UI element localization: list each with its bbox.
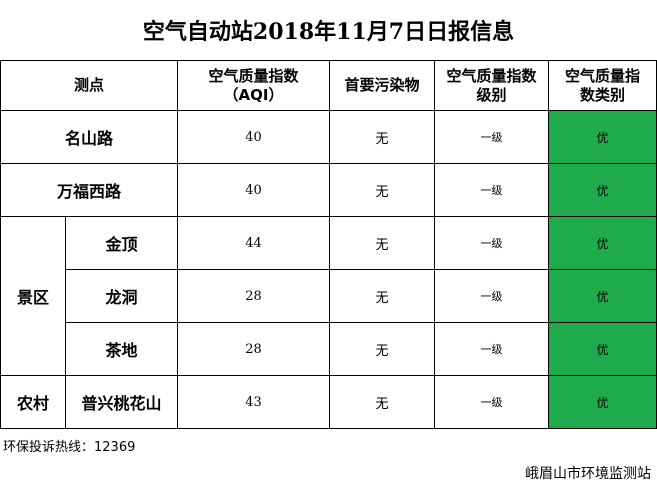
table-row: 万福西路 40 无 一级 优 — [0, 163, 657, 217]
point-name: 茶地 — [64, 322, 179, 376]
header-level-line2: 级别 — [476, 85, 507, 104]
aqi-category: 优 — [548, 322, 657, 376]
group-scenic: 景区 — [0, 216, 66, 376]
aqi-category: 优 — [548, 375, 657, 429]
header-level-line1: 空气质量指数 — [446, 66, 537, 85]
aqi-level: 一级 — [434, 375, 550, 429]
monitoring-station-name: 峨眉山市环境监测站 — [525, 466, 651, 482]
aqi-category: 优 — [548, 216, 657, 270]
aqi-level: 一级 — [434, 322, 550, 376]
primary-pollutant: 无 — [329, 163, 436, 217]
header-category: 空气质量指 数类别 — [548, 60, 657, 111]
complaint-hotline: 环保投诉热线：12369 — [3, 440, 136, 455]
header-aqi-line2: （AQI） — [223, 85, 284, 104]
header-level: 空气质量指数 级别 — [434, 60, 550, 111]
point-name: 万福西路 — [0, 163, 179, 217]
aqi-category: 优 — [548, 110, 657, 164]
header-category-line2: 数类别 — [580, 85, 626, 104]
aqi-value: 28 — [177, 322, 331, 376]
header-aqi: 空气质量指数 （AQI） — [177, 60, 331, 111]
aqi-value: 44 — [177, 216, 331, 270]
primary-pollutant: 无 — [329, 110, 436, 164]
primary-pollutant: 无 — [329, 375, 436, 429]
point-name: 普兴桃花山 — [64, 375, 179, 429]
header-aqi-line1: 空气质量指数 — [208, 66, 299, 85]
group-village: 农村 — [0, 375, 66, 429]
point-name: 龙洞 — [64, 269, 179, 323]
primary-pollutant: 无 — [329, 269, 436, 323]
table-row: 龙洞 28 无 一级 优 — [1, 269, 657, 323]
primary-pollutant: 无 — [329, 322, 436, 376]
aqi-level: 一级 — [434, 110, 550, 164]
table-row: 茶地 28 无 一级 优 — [1, 322, 657, 376]
header-point: 测点 — [0, 60, 179, 111]
table-row: 农村 普兴桃花山 43 无 一级 优 — [0, 375, 657, 429]
point-name: 金顶 — [64, 216, 179, 270]
aqi-category: 优 — [548, 269, 657, 323]
aqi-category: 优 — [548, 163, 657, 217]
aqi-report-table: 测点 空气质量指数 （AQI） 首要污染物 空气质量指数 级别 空气质量指 数类… — [0, 60, 657, 429]
aqi-level: 一级 — [434, 269, 550, 323]
aqi-value: 43 — [177, 375, 331, 429]
table-row: 景区 金顶 44 无 一级 优 — [0, 216, 657, 376]
aqi-value: 40 — [177, 110, 331, 164]
header-row: 测点 空气质量指数 （AQI） 首要污染物 空气质量指数 级别 空气质量指 数类… — [0, 60, 657, 111]
header-pollutant: 首要污染物 — [329, 60, 436, 111]
header-category-line1: 空气质量指 — [565, 66, 641, 85]
page-title: 空气自动站2018年11月7日日报信息 — [142, 19, 515, 45]
aqi-value: 40 — [177, 163, 331, 217]
aqi-value: 28 — [177, 269, 331, 323]
table-row: 名山路 40 无 一级 优 — [0, 110, 657, 164]
primary-pollutant: 无 — [329, 216, 436, 270]
point-name: 名山路 — [0, 110, 179, 164]
aqi-level: 一级 — [434, 216, 550, 270]
aqi-level: 一级 — [434, 163, 550, 217]
